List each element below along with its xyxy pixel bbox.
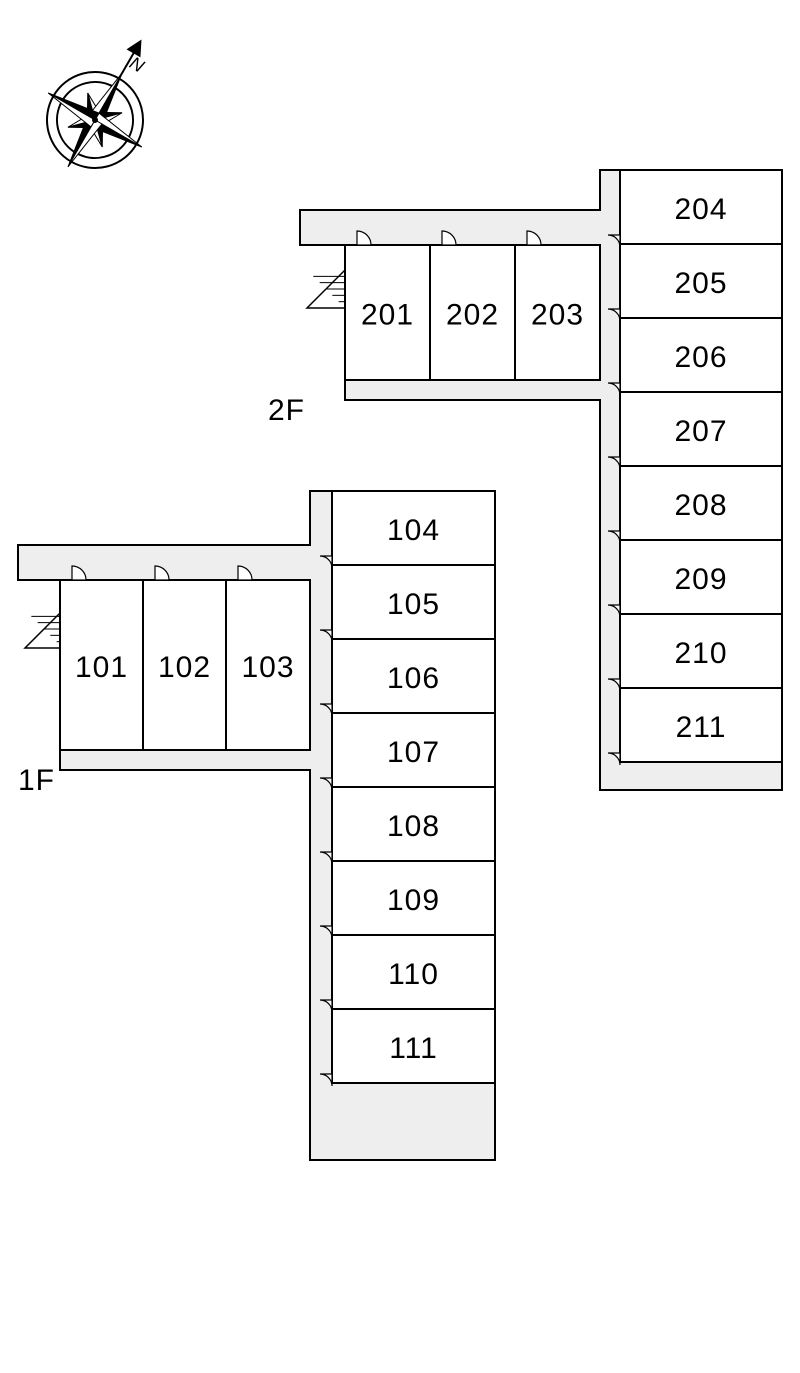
unit-label-205: 205 [674, 267, 727, 300]
unit-label-111: 111 [389, 1032, 438, 1065]
unit-label-107: 107 [387, 736, 440, 769]
unit-label-211: 211 [676, 711, 727, 744]
floor-label-1f: 1F [18, 764, 55, 797]
unit-label-109: 109 [387, 884, 440, 917]
unit-label-207: 207 [674, 415, 727, 448]
unit-label-101: 101 [75, 651, 128, 684]
unit-label-208: 208 [674, 489, 727, 522]
floor-label-2f: 2F [268, 394, 305, 427]
compass-north-label: N [126, 53, 148, 77]
unit-label-203: 203 [531, 298, 584, 331]
unit-label-206: 206 [674, 341, 727, 374]
unit-label-105: 105 [387, 588, 440, 621]
unit-label-103: 103 [241, 651, 294, 684]
unit-label-202: 202 [446, 298, 499, 331]
floor-1f: 101 102 103 104 105 106 107 108 109 110 111 [18, 491, 495, 1160]
unit-label-201: 201 [361, 298, 414, 331]
unit-label-102: 102 [158, 651, 211, 684]
unit-label-209: 209 [674, 563, 727, 596]
unit-label-108: 108 [387, 810, 440, 843]
compass-icon: N [21, 12, 188, 193]
unit-label-106: 106 [387, 662, 440, 695]
floor-plan-diagram: N 201202203204205206207208209210211 1011… [0, 0, 800, 1373]
unit-label-210: 210 [674, 637, 727, 670]
unit-label-204: 204 [674, 193, 727, 226]
unit-label-104: 104 [387, 514, 440, 547]
unit-label-110: 110 [388, 958, 439, 991]
